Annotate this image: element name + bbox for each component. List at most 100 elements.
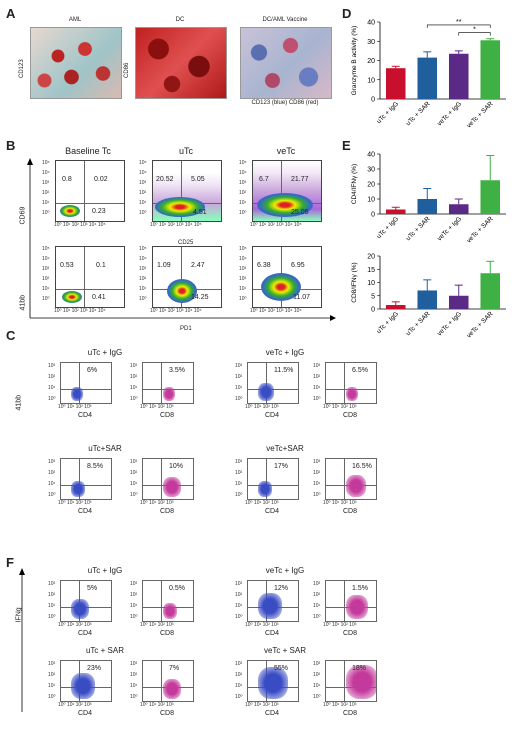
flow-b-xticks: 10⁰ 10¹ 10² 10³ 10⁴ 10⁵ [150, 222, 202, 228]
flow-plot-b-baseline-pd1: 0.53 0.1 0.41 [55, 246, 125, 308]
panelC-ytick: 10⁰ [48, 396, 56, 402]
panelC-ytick: 10¹ [235, 385, 243, 391]
panelF-ytick: 10² [48, 672, 56, 678]
x-tick-label: veTc + IgG [436, 310, 463, 337]
panelC-plot-r0c2: 11.5% [247, 362, 299, 404]
y-tick-label: 10 [367, 77, 375, 84]
panelF-ytick: 10⁰ [313, 694, 321, 700]
panelC-ytick: 10¹ [313, 385, 321, 391]
flow-b-xticks: 10⁰ 10¹ 10² 10³ 10⁴ 10⁵ [250, 308, 302, 314]
x-tick-label: veTc + IgG [436, 100, 463, 127]
flow-plot-b-baseline-cd25: 0.8 0.02 0.23 [55, 160, 125, 222]
bar [385, 305, 406, 309]
bar [385, 68, 406, 99]
bar [480, 273, 501, 309]
panelF-pct-r1c1: 7% [169, 665, 180, 672]
panelC-pct-r1c3: 16.5% [352, 463, 372, 470]
panelC-xlabel: CD8 [343, 412, 358, 419]
panel-label-b: B [6, 138, 16, 153]
bar [448, 53, 469, 99]
panelC-ytick: 10¹ [235, 481, 243, 487]
panelF-xlabel: CD4 [78, 630, 93, 637]
panelF-ytick: 10¹ [130, 603, 138, 609]
panelF-ytick: 10¹ [130, 683, 138, 689]
flow-b-ytick: 10³ [42, 180, 50, 186]
bar [417, 199, 438, 214]
micrograph-caption: CD123 (blue) CD86 (red) [251, 100, 319, 106]
x-tick-label: uTc + SAR [405, 310, 432, 337]
x-tick-label: veTc + SAR [466, 215, 495, 244]
panelC-ytick: 10⁰ [235, 396, 243, 402]
panelF-ytick: 10² [130, 592, 138, 598]
panelF-xlabel: CD4 [265, 710, 280, 717]
panelC-xticks: 10⁰ 10¹ 10² 10³ [245, 404, 279, 410]
x-tick-label: uTc + IgG [375, 310, 400, 335]
panelF-pct-r0c1: 0.5% [169, 585, 185, 592]
panel-label-c: C [6, 328, 16, 343]
flow-b-ytick: 10⁴ [139, 256, 147, 262]
y-tick-label: 40 [367, 152, 375, 159]
panelC-ytick: 10² [48, 374, 56, 380]
panelF-ytick: 10³ [235, 581, 243, 587]
flow-b-ytick: 10³ [139, 180, 147, 186]
panelF-ytick: 10² [313, 672, 321, 678]
panelF-ytick: 10³ [130, 661, 138, 667]
pct-b3-ul: 6.7 [259, 176, 269, 183]
significance-bracket [426, 24, 491, 28]
panelF-ytick: 10³ [235, 661, 243, 667]
panelC-pct-r0c2: 11.5% [274, 367, 294, 374]
panelC-ytick: 10³ [130, 459, 138, 465]
pct-b5-ul: 1.09 [157, 262, 171, 269]
panelC-ytick: 10⁰ [130, 492, 138, 498]
panelF-plot-r0c1: 0.5% [142, 580, 194, 622]
panelC-xticks: 10⁰ 10¹ 10² 10³ [323, 500, 357, 506]
flow-b-xticks: 10⁰ 10¹ 10² 10³ 10⁴ 10⁵ [54, 222, 106, 228]
y-tick-label: 0 [371, 212, 375, 219]
panelC-title-u-r0: uTc + IgG [87, 348, 123, 357]
significance-bracket [458, 32, 491, 36]
panelF-ytick: 10⁰ [48, 614, 56, 620]
panelF-xticks: 10⁰ 10¹ 10² 10³ [323, 622, 357, 628]
y-tick-label: 5 [371, 293, 375, 300]
flow-b-ytick: 10¹ [42, 200, 50, 206]
panelC-plot-r0c3: 6.5% [325, 362, 377, 404]
panelC-pct-r1c1: 10% [169, 463, 184, 470]
panelF-xlabel: CD4 [265, 630, 280, 637]
pct-b1-ur: 0.02 [94, 176, 108, 183]
panelC-ytick: 10³ [130, 363, 138, 369]
y-tick-label: 10 [367, 280, 375, 287]
pct-b5-ur: 2.47 [191, 262, 205, 269]
panelC-pct-r0c0: 6% [87, 367, 98, 374]
panelF-ytick: 10² [235, 592, 243, 598]
flow-plot-b-vetc-cd25: 6.7 21.77 25.05 [252, 160, 322, 222]
y-tick-label: 30 [367, 167, 375, 174]
panelF-xticks: 10⁰ 10¹ 10² 10³ [58, 702, 92, 708]
flow-b-ytick: 10⁴ [139, 170, 147, 176]
panelC-xlabel: CD4 [265, 508, 280, 515]
panelC-pct-r0c1: 3.5% [169, 367, 185, 374]
x-tick-label: veTc + IgG [436, 215, 463, 242]
panelF-pct-r1c0: 23% [87, 665, 102, 672]
panelF-plot-r0c0: 5% [60, 580, 112, 622]
panel-label-a: A [6, 6, 16, 21]
panelC-ytick: 10¹ [313, 481, 321, 487]
panelF-ytick: 10¹ [48, 603, 56, 609]
panelF-ytick: 10⁰ [235, 614, 243, 620]
flow-plot-b-utc-cd25: 20.52 5.05 4.51 [152, 160, 222, 222]
panelF-xlabel: CD4 [78, 710, 93, 717]
panelC-plot-r1c1: 10% [142, 458, 194, 500]
micrograph-title-dc: DC [175, 17, 185, 23]
panelF-xlabel: CD8 [160, 630, 175, 637]
pct-b4-lr: 0.41 [92, 294, 106, 301]
bar [417, 290, 438, 309]
panelC-ytick: 10⁰ [130, 396, 138, 402]
panelF-xticks: 10⁰ 10¹ 10² 10³ [245, 702, 279, 708]
flow-b-ytick: 10⁰ [139, 210, 147, 216]
flow-b-ytick: 10⁰ [42, 210, 50, 216]
panelF-pct-r1c3: 18% [352, 665, 367, 672]
panelF-xticks: 10⁰ 10¹ 10² 10³ [58, 622, 92, 628]
panelC-plot-r0c0: 6% [60, 362, 112, 404]
flow-c-ylabel: 41bb [15, 394, 23, 411]
bar [448, 295, 469, 309]
panelF-xticks: 10⁰ 10¹ 10² 10³ [140, 622, 174, 628]
